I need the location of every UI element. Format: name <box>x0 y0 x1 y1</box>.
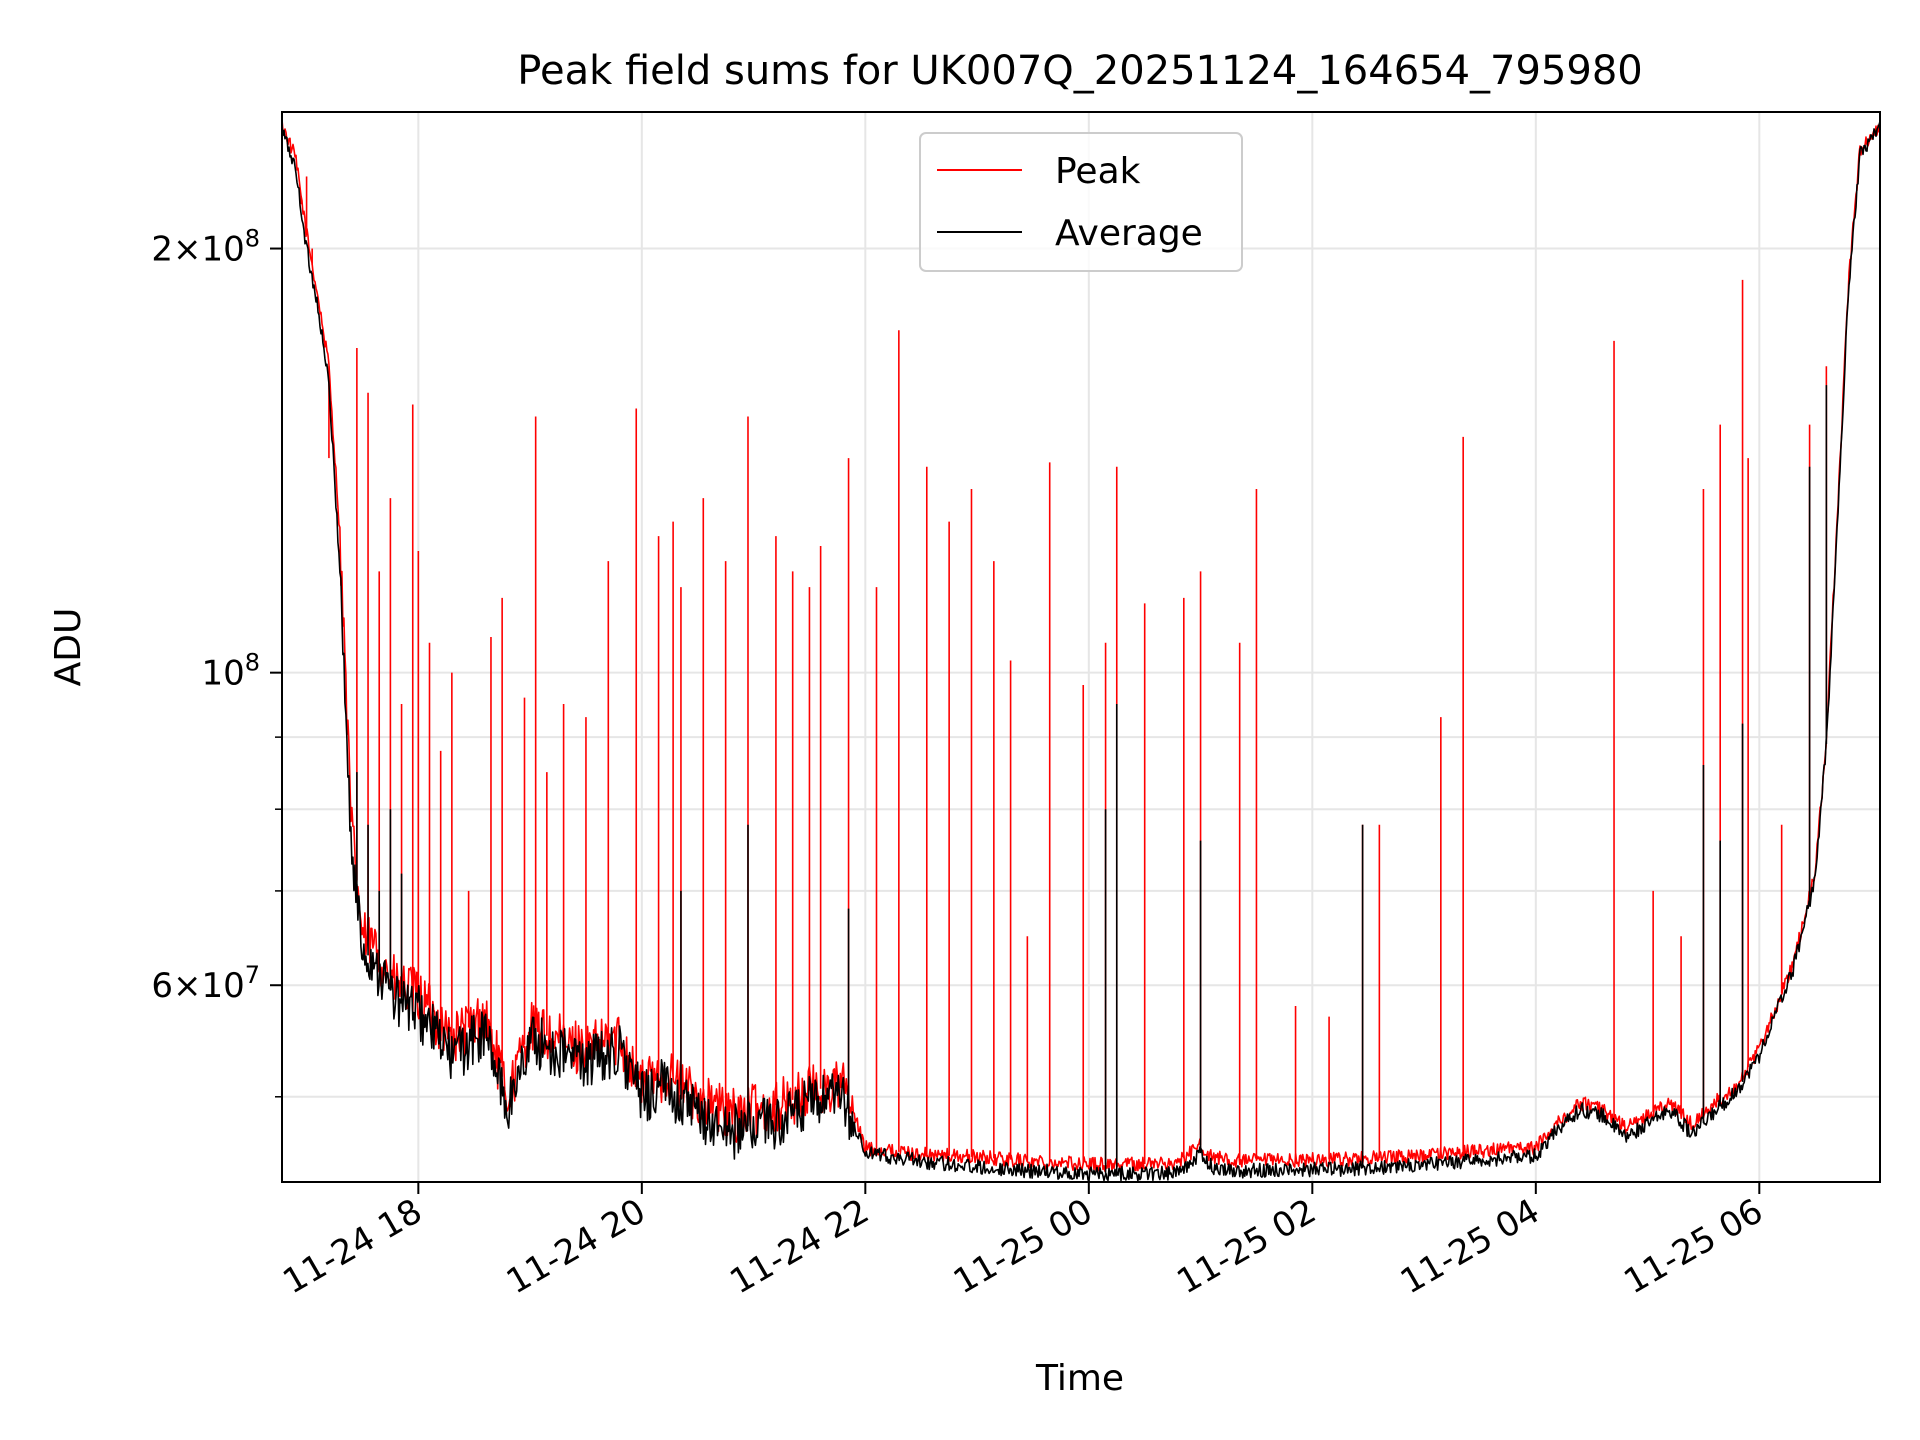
legend-peak-label: Peak <box>1055 151 1141 192</box>
x-axis-label: Time <box>1035 1358 1124 1399</box>
y-axis-label: ADU <box>48 608 89 687</box>
plot-frame <box>281 111 1881 1183</box>
chart-title: Peak field sums for UK007Q_20251124_1646… <box>517 48 1642 94</box>
legend-average-label: Average <box>1055 213 1203 254</box>
y-tick-label: 108 <box>201 649 260 694</box>
y-tick-label: 6×107 <box>151 961 260 1006</box>
y-axis: 6×107 108 2×108 <box>151 225 282 1098</box>
legend: Peak Average <box>919 132 1243 272</box>
average-series-line <box>282 121 1880 1182</box>
series-layer <box>282 119 1880 1182</box>
legend-box <box>919 132 1243 272</box>
y-tick-label: 2×108 <box>151 225 260 270</box>
